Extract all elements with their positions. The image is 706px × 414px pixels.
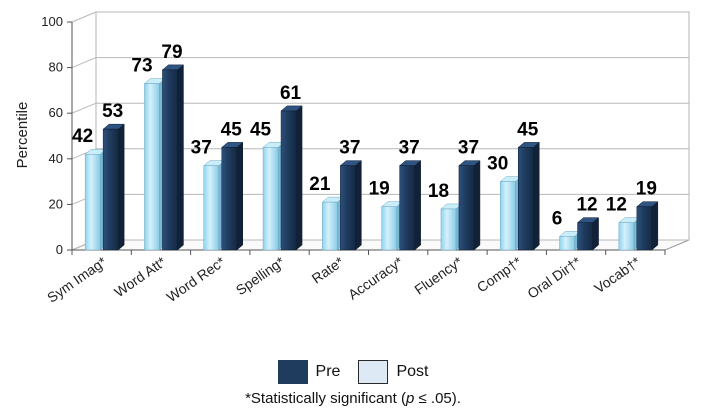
x-tick-label: Fluency* [411,253,465,298]
gridline-side [71,11,97,23]
bar-pre-side [177,64,184,251]
footnote: *Statistically significant (p ≤ .05). [0,390,706,407]
bar-pre [636,206,653,251]
bar-pre [162,69,178,251]
x-tick-label: Word Rec* [164,253,229,305]
bar-post [144,83,160,251]
data-label-post: 45 [250,119,272,140]
bar-pre [221,147,237,251]
bar-pre-side [651,201,659,251]
bar-pre-side [355,160,362,251]
data-label-post: 30 [487,154,508,175]
bar-post [440,208,457,251]
legend-swatch-post [358,360,389,384]
bar-pre [399,165,415,251]
bar-pre [577,222,593,251]
data-label-pre: 53 [102,101,123,122]
data-label-post: 6 [552,208,563,229]
legend-item-post: Post [358,360,428,384]
bar-pre-side [295,105,303,251]
data-label-post: 42 [72,126,93,147]
y-tick-label: 0 [56,242,63,257]
data-label-post: 18 [428,181,449,202]
bar-post [322,201,338,251]
x-tick-label: Oral Dir†* [524,253,584,302]
data-label-pre: 12 [576,195,597,216]
data-label-pre: 45 [221,119,243,140]
y-tick-label: 100 [41,14,63,29]
data-label-pre: 37 [399,138,420,159]
bar-post [203,165,219,251]
legend-swatch-pre [277,360,308,384]
bar-pre [280,110,297,251]
bar-pre [458,165,475,251]
legend-item-pre: Pre [277,360,341,384]
data-label-post: 73 [131,56,152,77]
data-label-pre: 45 [517,119,539,140]
y-tick-label: 40 [49,151,63,166]
footnote-suffix: ≤ .05). [414,390,461,407]
bar-post [559,236,575,251]
gridline-side [71,102,97,114]
bar-pre [102,128,119,251]
x-tick-label: Rate* [309,253,347,287]
gridline-side [71,57,97,69]
data-label-post: 37 [191,138,212,159]
data-label-pre: 61 [280,83,302,104]
legend: Pre Post [0,358,706,386]
bars [84,64,659,251]
legend-label-pre: Pre [315,363,341,380]
bar-post [84,153,101,251]
data-label-pre: 37 [458,138,479,159]
x-tick-label: Comp†* [474,253,525,295]
footnote-italic: p [405,390,415,407]
x-tick-label: Spelling* [233,253,288,298]
bar-post [381,206,397,251]
bar-pre-side [117,123,125,251]
data-labels: 42 53 73 79 37 45 45 61 21 37 19 37 18 37 30 45 6 12 12 19 [72,42,657,229]
bar-post [500,181,516,251]
x-tick-label: Word Att* [111,253,169,300]
data-label-pre: 79 [161,42,182,63]
bar-post [262,147,279,251]
data-label-post: 19 [369,179,390,200]
bar-pre-side [592,217,599,251]
legend-label-post: Post [396,363,429,380]
bar-pre-side [533,141,540,251]
bar-chart: 0 20 40 60 80 100 Sym Imag* Word Att*Word Rec* S… [14,11,690,306]
data-label-post: 21 [309,174,331,195]
y-axis-label: Percentile [14,102,31,169]
bar-pre-side [236,141,243,251]
x-tick-label: Accuracy* [345,253,406,303]
data-label-pre: 19 [636,179,657,200]
bar-pre-side [414,160,421,251]
y-tick-label: 80 [49,60,63,75]
x-tick-label: Sym Imag* [44,253,110,306]
x-tick-label: Vocab†* [591,253,643,296]
y-tick-label: 60 [49,105,63,120]
bar-pre [518,147,534,251]
bar-pre [340,165,356,251]
data-label-pre: 37 [339,138,360,159]
y-tick-label: 20 [49,196,63,211]
bar-pre-side [473,160,481,251]
data-label-post: 12 [606,195,627,216]
bar-post [618,222,635,251]
footnote-prefix: *Statistically significant ( [245,390,406,407]
